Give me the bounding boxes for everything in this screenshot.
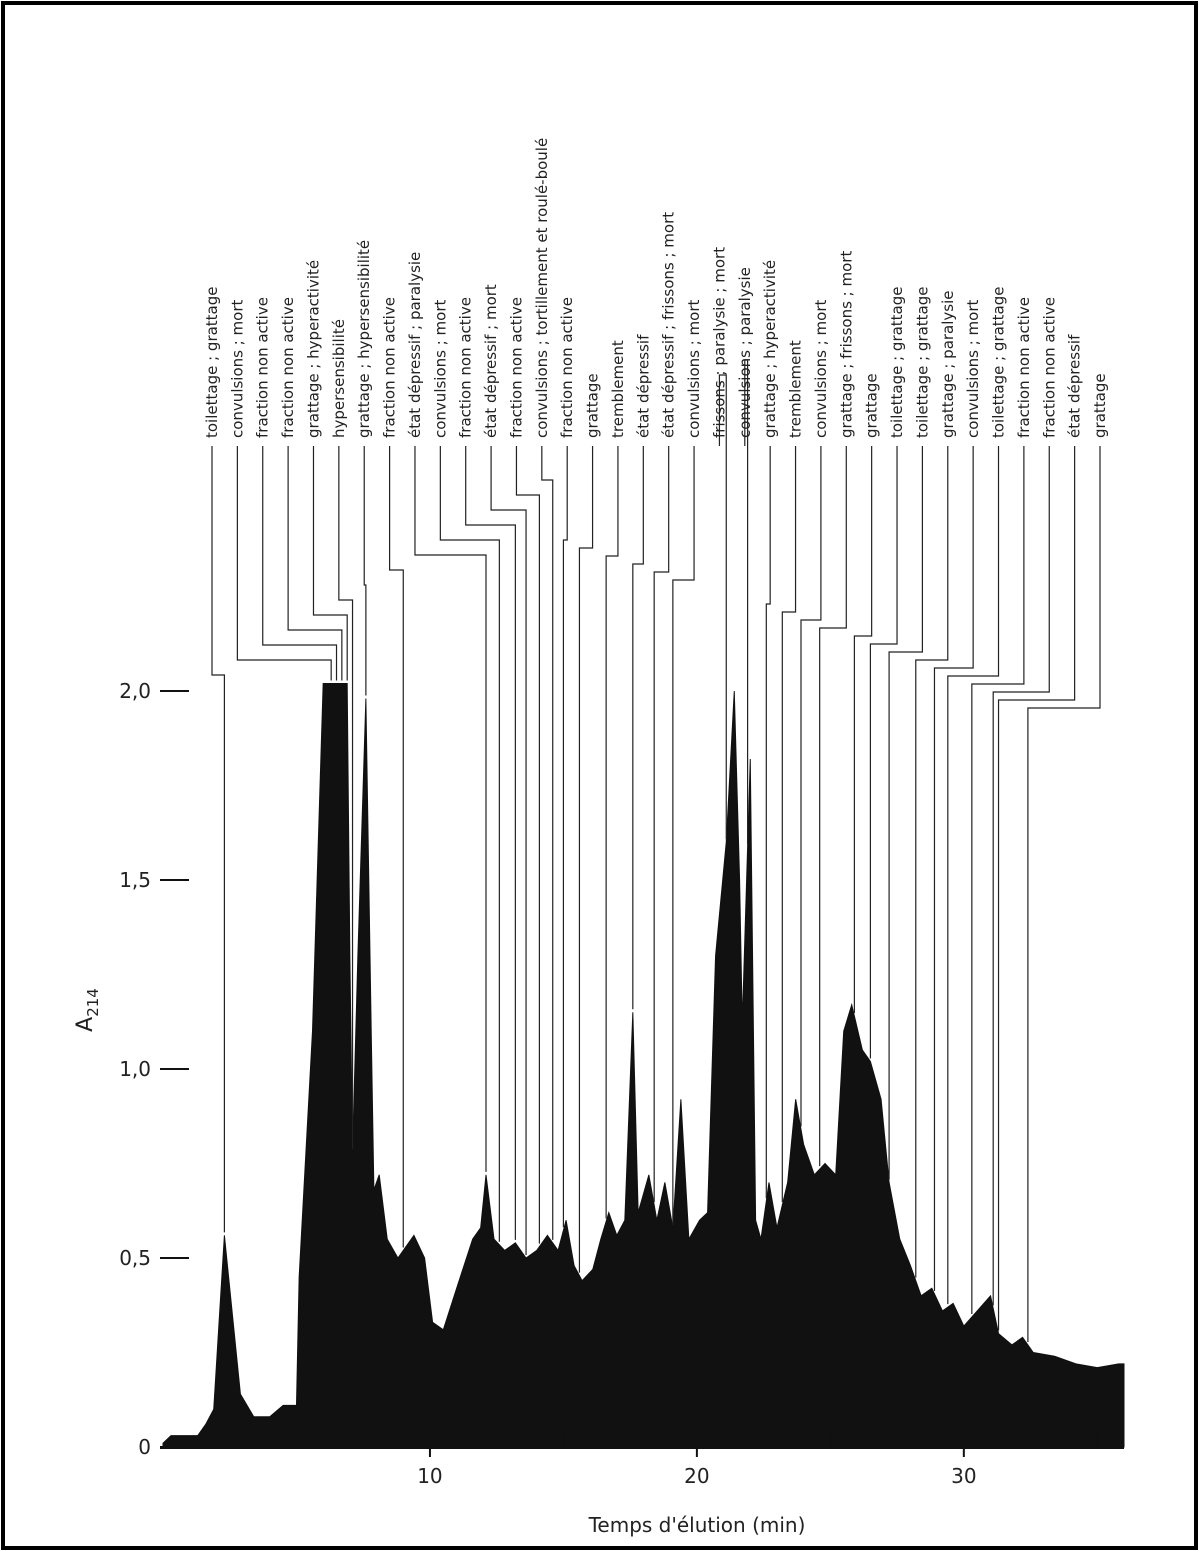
annotation-leader xyxy=(1027,446,1101,1342)
annotation-leader xyxy=(933,446,974,1291)
x-tick-label: 30 xyxy=(951,1464,976,1488)
annotation-leader xyxy=(992,446,1050,1306)
annotation-label: tremblement xyxy=(609,340,627,438)
annotation-label: convulsions ; mort xyxy=(812,299,830,438)
annotation-leader xyxy=(800,446,822,1127)
annotation-label: convulsions ; mort xyxy=(685,299,703,438)
annotation-label: grattage xyxy=(863,373,881,438)
annotation-leader xyxy=(781,446,797,1203)
annotation-leader xyxy=(465,446,516,1240)
annotation-leader xyxy=(853,446,873,1014)
annotation-leader xyxy=(672,446,695,1225)
annotation-label: fraction non active xyxy=(254,297,272,438)
annotation-label: fraction non active xyxy=(381,297,399,438)
x-tick-label: 10 xyxy=(417,1464,442,1488)
y-tick-label: 0 xyxy=(138,1435,151,1459)
trace-area xyxy=(162,682,1125,1448)
annotation-leader xyxy=(765,446,771,1199)
annotation-leader xyxy=(262,446,338,681)
annotation-leader xyxy=(363,446,367,696)
annotation-leader xyxy=(312,446,348,681)
annotation-label: état dépressif xyxy=(1066,334,1084,438)
annotation-label: grattage ; hyperactivité xyxy=(761,260,779,438)
annotation-label: tremblement xyxy=(787,340,805,438)
annotation-label: grattage ; frissons ; mort xyxy=(837,251,855,438)
annotation-label: état dépressif ; mort xyxy=(482,284,500,438)
annotation-leader xyxy=(632,446,644,1010)
annotation-label: convulsions ; paralysie xyxy=(736,267,754,438)
x-tick-label: 20 xyxy=(684,1464,709,1488)
y-tick-label: 0,5 xyxy=(119,1246,151,1270)
y-tick-label: 1,0 xyxy=(119,1057,151,1081)
y-tick-label: 2,0 xyxy=(119,679,151,703)
annotation-leader xyxy=(888,446,924,1180)
annotation-label: convulsions ; tortillement et roulé-boul… xyxy=(533,138,551,438)
annotation-leader xyxy=(869,446,898,1059)
annotation-leader xyxy=(578,446,594,1273)
annotation-label: état dépressif xyxy=(634,334,652,438)
annotation-label: grattage xyxy=(584,373,602,438)
y-tick-label: 1,5 xyxy=(119,868,151,892)
annotation-leader xyxy=(338,446,354,1150)
annotation-label: grattage ; paralysie xyxy=(939,290,957,438)
annotation-leader xyxy=(211,446,225,1233)
annotation-label: toilettage ; grattage xyxy=(203,286,221,438)
annotation-leader xyxy=(971,446,1025,1314)
annotation-label: grattage ; hyperactivité xyxy=(304,260,322,438)
annotation-label: fraction non active xyxy=(279,297,297,438)
annotation-leader xyxy=(236,446,332,681)
annotation-label: fraction non active xyxy=(507,297,525,438)
annotation-leader xyxy=(744,359,749,845)
annotation-leader xyxy=(915,446,949,1278)
annotation-leader xyxy=(605,446,619,1219)
annotation-label: fraction non active xyxy=(1015,297,1033,438)
x-axis-title: Temps d'élution (min) xyxy=(588,1513,806,1537)
annotation-label: toilettage ; grattage xyxy=(913,286,931,438)
annotation-label: état dépressif ; frissons ; mort xyxy=(660,212,678,438)
y-axis-title: A214 xyxy=(73,988,102,1032)
annotation-label: grattage xyxy=(1091,373,1109,438)
annotation-leader xyxy=(819,446,847,1167)
annotation-leader xyxy=(653,446,670,1203)
annotation-label: état dépressif ; paralysie xyxy=(406,252,424,438)
annotation-label: fraction non active xyxy=(457,297,475,438)
annotation-leader xyxy=(287,446,343,681)
annotation-label: fraction non active xyxy=(1040,297,1058,438)
annotation-leader xyxy=(515,446,540,1244)
annotation-leader xyxy=(414,446,487,1172)
y-axis-title-sub: 214 xyxy=(84,988,102,1017)
annotation-leader xyxy=(947,446,1000,1305)
annotation-label: fraction non active xyxy=(558,297,576,438)
annotation-label: grattage ; hypersensibilité xyxy=(355,240,373,438)
annotation-label: toilettage ; grattage xyxy=(888,286,906,438)
annotation-label: convulsions ; mort xyxy=(964,299,982,438)
annotation-label: convulsions ; mort xyxy=(431,299,449,438)
annotation-leader xyxy=(718,374,727,840)
annotation-leader xyxy=(439,446,500,1242)
annotation-label: frissons ; paralysie ; mort xyxy=(710,247,728,438)
annotation-leader xyxy=(389,446,404,1248)
annotation-label: hypersensibilité xyxy=(330,319,348,438)
annotation-leader xyxy=(562,446,568,1228)
annotation-leader xyxy=(541,446,554,1240)
annotation-label: toilettage ; grattage xyxy=(990,286,1008,438)
annotation-leader xyxy=(490,446,527,1255)
y-axis-title-main: A xyxy=(73,1017,98,1032)
annotation-label: convulsions ; mort xyxy=(228,299,246,438)
annotation-leader xyxy=(997,446,1076,1331)
